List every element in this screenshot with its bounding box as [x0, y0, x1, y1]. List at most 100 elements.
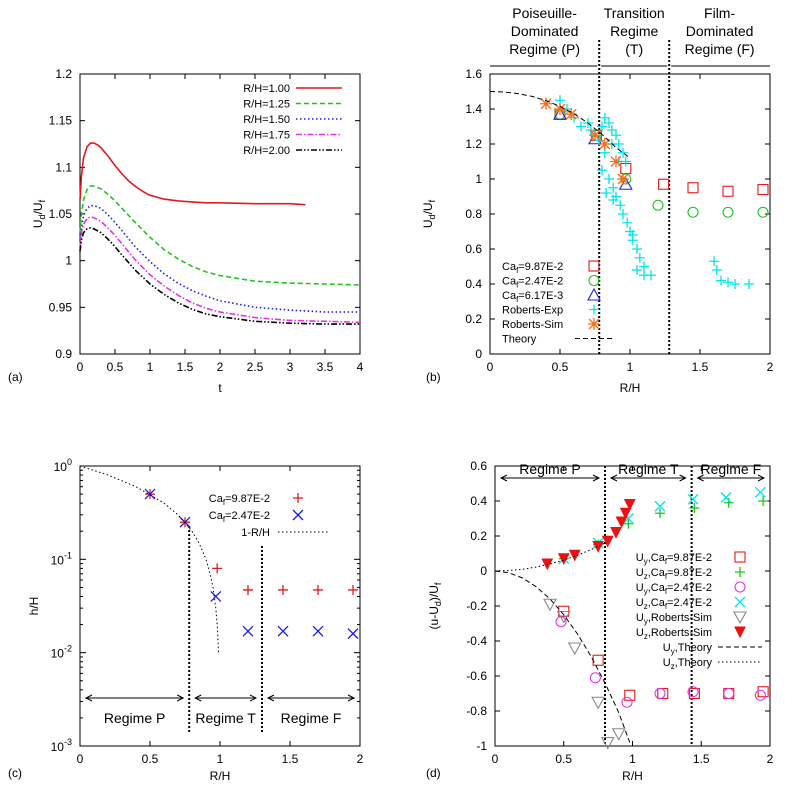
legend-entry-suffix: =9.87E-2 [225, 493, 270, 505]
legend-entry-name: R/H=1.00 [243, 83, 290, 95]
legend-entry-name: Ca [209, 510, 224, 522]
legend-swatch [733, 611, 747, 625]
series-line [79, 185, 361, 286]
legend-swatch [734, 626, 746, 639]
data-point [624, 689, 636, 701]
y-tick-label: 0.6 [470, 459, 487, 473]
data-point [687, 493, 699, 505]
regime-arrowhead [696, 474, 766, 482]
series-line [489, 91, 631, 159]
y-axis-label-sub: d [37, 214, 47, 219]
data-point [619, 507, 632, 520]
data-point [565, 108, 578, 121]
data-point [618, 147, 628, 158]
y-tick-label: -0.8 [466, 704, 487, 718]
data-point [723, 277, 733, 288]
x-tick-label: 0 [77, 752, 84, 766]
data-point [604, 174, 614, 184]
panel-label: (d) [426, 766, 441, 780]
data-point [615, 516, 628, 529]
legend-entry: Uy,Roberts-Sim [636, 612, 712, 626]
legend-entry-name: U [663, 642, 671, 654]
regime-title-line: Film- [704, 5, 735, 21]
legend-swatch [735, 567, 745, 577]
data-point [652, 199, 664, 211]
legend-swatch [292, 509, 304, 521]
y-axis-label-main: (u-U [427, 606, 441, 629]
y-tick-label: 0.9 [55, 347, 72, 361]
legend-entry-sub: z [671, 662, 675, 671]
data-point [654, 500, 666, 512]
x-tick-label: 0 [77, 360, 84, 374]
chart-panel-d: 0 0.5 1 1.5 2 -1 -0.8 -0.6 -0.4 -0.2 0 0.2 0.4 0.6 R/H… [426, 459, 774, 783]
data-point [243, 584, 253, 595]
legend-entry: Theory [502, 334, 537, 346]
legend-entry-suffix: =2.47E-2 [518, 276, 563, 288]
x-tick-label: 0.5 [555, 752, 572, 766]
data-point [610, 526, 622, 539]
legend-entry: Caf=9.87E-2 [209, 493, 270, 507]
data-point [757, 206, 769, 218]
regime-label: Regime P [104, 710, 165, 726]
regime-title-line: Poiseuille- [512, 5, 577, 21]
series [555, 616, 766, 708]
data-point [347, 628, 359, 640]
data-point [723, 687, 735, 700]
y-tick-label: 1.2 [55, 67, 72, 81]
data-point [687, 206, 699, 218]
legend-entry: Roberts-Sim [502, 319, 563, 331]
legend-entry: Uy,Caf=2.47E-2 [636, 582, 712, 596]
legend-entry: R/H=1.00 [243, 83, 290, 95]
legend-entry-sub: y [671, 647, 675, 656]
legend-entry-suffix: =6.17E-3 [518, 290, 563, 302]
data-point [540, 97, 552, 110]
y-tick-label: 0.6 [465, 242, 482, 256]
data-point [543, 598, 557, 612]
data-point [600, 736, 615, 750]
y-tick-label: 10-2 [51, 644, 72, 661]
legend-entry: Uz,Caf=9.87E-2 [636, 567, 712, 581]
regime-title-line: (T) [625, 41, 643, 57]
data-point [757, 686, 769, 698]
legend-entry-suffix2: =2.47E-2 [667, 582, 712, 594]
x-tick-label: 1 [147, 360, 154, 374]
data-point [597, 121, 607, 132]
regime-title-line: Regime (P) [509, 41, 580, 57]
series-line [79, 215, 361, 324]
y-tick-label: 1.6 [465, 67, 482, 81]
legend-entry-name: R/H=1.25 [243, 99, 290, 111]
legend-entry: R/H=2.00 [243, 145, 290, 157]
data-point [757, 183, 769, 196]
y-tick-exp: 0 [67, 457, 72, 467]
y-tick-exp: -3 [64, 737, 72, 747]
legend-entry: Uy,Theory [663, 642, 713, 656]
legend-entry-suffix2: =2.47E-2 [667, 597, 712, 609]
legend-entry-suffix2: =9.87E-2 [667, 567, 712, 579]
y-axis-label-main: h/H [27, 597, 41, 616]
x-tick-label: 3.5 [317, 360, 334, 374]
regime-title-line: Transition [604, 5, 665, 21]
legend-entry-name: U [636, 582, 644, 594]
chart-panel-b: 0 0.5 1 1.5 200.20.40.60.811.21.41.6R/HUd/Uf… [421, 5, 774, 395]
series [558, 486, 766, 565]
data-point [722, 185, 734, 197]
data-point [621, 696, 633, 708]
data-point [709, 256, 719, 267]
legend-entry: Uz,Caf=2.47E-2 [636, 597, 712, 611]
y-tick-label: 1 [65, 254, 72, 268]
y-axis-label: h/H [27, 597, 41, 616]
legend-entry-sub: y [644, 617, 648, 626]
series [494, 570, 631, 743]
data-point [599, 112, 610, 123]
legend-entry-suffix2: =9.87E-2 [667, 552, 712, 564]
y-tick-base: 10 [51, 553, 65, 567]
x-tick-label: 1 [629, 752, 636, 766]
data-point [744, 279, 754, 289]
legend-swatch [588, 274, 600, 287]
legend-entry-sub: y [644, 587, 648, 596]
y-axis-label-sub2: f [37, 199, 47, 202]
legend-swatch [587, 287, 601, 301]
legend-entry-suffix: ,Ca [648, 567, 666, 579]
data-point [608, 195, 619, 205]
